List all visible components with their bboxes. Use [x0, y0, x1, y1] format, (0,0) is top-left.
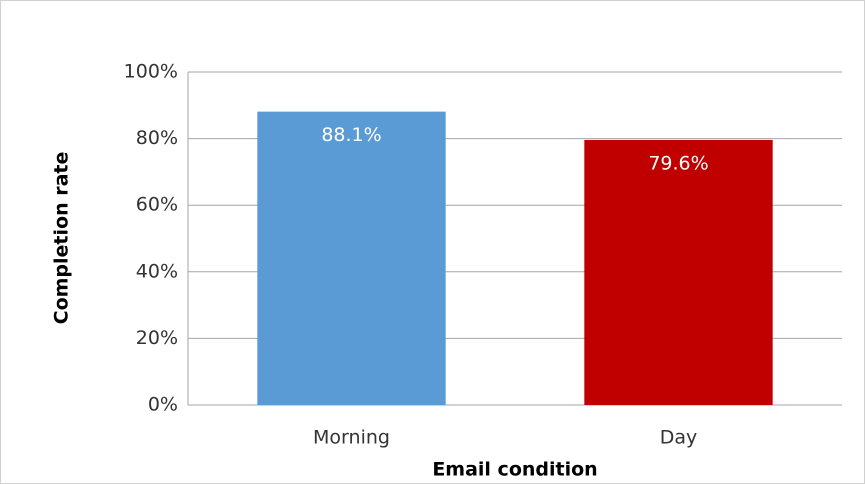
data-label: 79.6%: [648, 152, 708, 174]
y-tick-label: 60%: [136, 194, 178, 216]
y-tick-label: 80%: [136, 127, 178, 149]
x-axis-title: Email condition: [432, 459, 597, 481]
bar: [257, 111, 446, 405]
y-tick-label: 100%: [124, 61, 178, 83]
x-tick-label: Day: [660, 427, 698, 449]
y-axis-title: Completion rate: [51, 152, 73, 325]
y-tick-label: 0%: [148, 394, 178, 416]
y-tick-label: 40%: [136, 260, 178, 282]
y-tick-label: 20%: [136, 327, 178, 349]
bar: [584, 139, 773, 405]
data-label: 88.1%: [321, 124, 381, 146]
x-tick-label: Morning: [313, 427, 390, 449]
